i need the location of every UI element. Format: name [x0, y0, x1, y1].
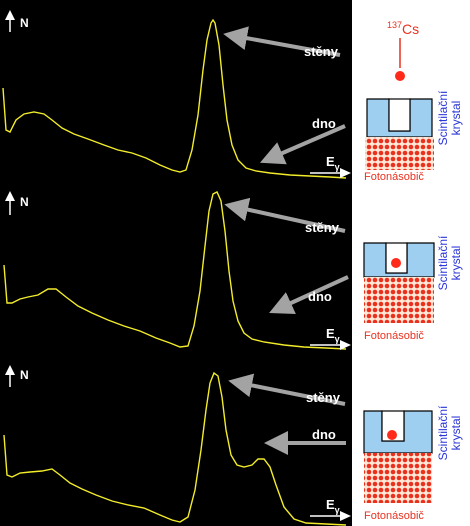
gamma-source	[387, 430, 397, 440]
panel-1: N Eγ stěny dno 137Cs Fotonásobič Scintil…	[0, 0, 470, 181]
spectrum-background	[0, 0, 352, 181]
photomultiplier-label: Fotonásobič	[364, 330, 424, 342]
walls-label: stěny	[306, 390, 341, 405]
walls-arrow	[224, 197, 346, 233]
crystal-well	[388, 98, 411, 132]
y-axis-label: N	[20, 16, 29, 30]
crystal-label-line1: Scintilační	[436, 405, 450, 460]
spectrum-curve	[3, 191, 347, 350]
x-axis: Eγ	[310, 154, 351, 178]
spectrum-background	[0, 355, 352, 526]
spectrum-curve	[3, 371, 347, 526]
photomultiplier	[364, 277, 434, 323]
x-axis-arrow-icon	[340, 168, 351, 178]
y-axis: N	[5, 365, 29, 387]
x-axis-label: Eγ	[326, 154, 340, 172]
gamma-source	[395, 71, 405, 81]
panel-2: N Eγ stěny dno Fotonásobič Scintilační k…	[0, 181, 470, 355]
photomultiplier-label: Fotonásobič	[364, 510, 424, 522]
y-axis-label: N	[20, 195, 29, 209]
walls-label: stěny	[304, 44, 339, 59]
x-axis: Eγ	[310, 326, 351, 350]
y-axis-arrow-icon	[5, 10, 15, 20]
walls-arrow	[228, 373, 346, 406]
gamma-source	[391, 258, 401, 268]
walls-arrow	[223, 26, 341, 57]
photomultiplier	[365, 137, 434, 170]
x-axis-arrow-icon	[340, 511, 351, 521]
y-axis-arrow-icon	[5, 365, 15, 375]
x-axis-label: Eγ	[326, 326, 340, 344]
crystal-label-line2: krystal	[449, 246, 463, 281]
bottom-label: dno	[312, 427, 336, 442]
x-axis-label: Eγ	[326, 497, 340, 515]
spectrum-background	[0, 181, 352, 355]
x-axis-arrow-icon	[340, 340, 351, 350]
crystal-label-line2: krystal	[449, 416, 463, 451]
spectrum-curve	[2, 18, 347, 179]
y-axis-label: N	[20, 368, 29, 382]
photomultiplier	[364, 453, 432, 503]
source-isotope-label: 137Cs	[387, 20, 419, 37]
crystal-label-line2: krystal	[449, 101, 463, 136]
photomultiplier-label: Fotonásobič	[364, 171, 424, 181]
bottom-label: dno	[308, 289, 332, 304]
walls-label: stěny	[305, 220, 340, 235]
y-axis: N	[5, 10, 29, 32]
bottom-label: dno	[312, 116, 336, 131]
crystal-label-line1: Scintilační	[436, 235, 450, 290]
y-axis: N	[5, 191, 29, 215]
bottom-arrow	[259, 124, 346, 165]
crystal-label-line1: Scintilační	[436, 90, 450, 145]
bottom-arrow	[269, 275, 349, 314]
panel-3: N Eγ stěny dno Fotonásobič Scintilační k…	[0, 355, 470, 526]
x-axis: Eγ	[310, 497, 351, 521]
crystal-well	[385, 242, 408, 274]
y-axis-arrow-icon	[5, 191, 15, 201]
